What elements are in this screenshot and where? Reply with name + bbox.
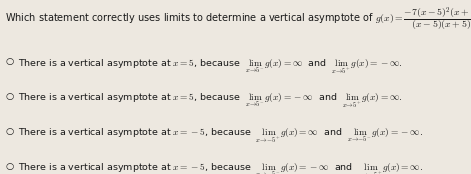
Text: There is a vertical asymptote at $x = 5$, because  $\lim_{x \to 5^-} g(x) = -\in: There is a vertical asymptote at $x = 5$… [18, 92, 402, 110]
Text: There is a vertical asymptote at $x = 5$, because  $\lim_{x \to 5^-} g(x) = \inf: There is a vertical asymptote at $x = 5$… [18, 57, 402, 76]
Text: ○: ○ [6, 127, 14, 136]
Text: ○: ○ [6, 162, 14, 171]
Text: ○: ○ [6, 57, 14, 66]
Text: There is a vertical asymptote at $x = -5$, because  $\lim_{x \to -5^-} g(x) = -\: There is a vertical asymptote at $x = -5… [18, 162, 423, 174]
Text: Which statement correctly uses limits to determine a vertical asymptote of $g(x): Which statement correctly uses limits to… [5, 5, 471, 33]
Text: ○: ○ [6, 92, 14, 101]
Text: There is a vertical asymptote at $x = -5$, because  $\lim_{x \to -5^+} g(x) = \i: There is a vertical asymptote at $x = -5… [18, 127, 423, 145]
